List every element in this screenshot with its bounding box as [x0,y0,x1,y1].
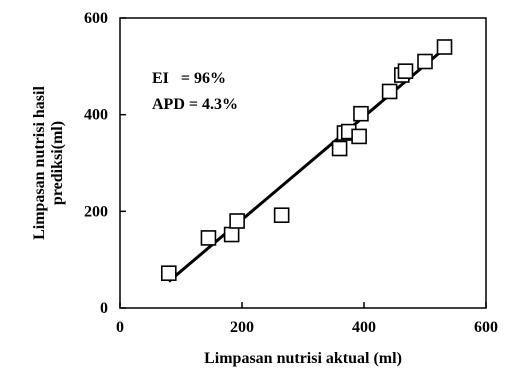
data-point [353,105,369,122]
data-point [200,230,217,246]
x-tick-label: 600 [474,319,498,336]
x-tick-label: 200 [230,319,254,336]
annotation-apd: APD = 4.3% [152,96,238,113]
x-tick-label: 400 [352,319,376,336]
y-tick-label: 0 [100,300,108,317]
data-point [397,63,414,79]
data-point [381,83,398,100]
y-axis-label-line2: prediksi(ml) [49,121,66,205]
data-point [331,140,348,157]
y-axis-ticks: 0 200 400 600 [84,10,126,317]
y-tick-label: 200 [84,203,108,220]
data-point [229,213,245,229]
x-axis-ticks: 0 200 400 600 [116,302,498,336]
data-points [161,39,453,282]
annotation-ei: EI = 96% [152,70,226,87]
data-point [161,265,177,282]
data-point [223,226,240,243]
data-point [417,53,433,70]
x-tick-label: 0 [116,319,124,336]
x-axis-label: Limpasan nutrisi aktual (ml) [204,350,402,367]
y-axis-label-line1: Limpasan nutrisi hasil [31,86,48,240]
data-point [273,207,290,223]
y-tick-label: 600 [84,10,108,27]
y-tick-label: 400 [84,107,108,124]
data-point [351,128,367,145]
data-point [436,39,453,55]
plot-frame [119,17,487,309]
